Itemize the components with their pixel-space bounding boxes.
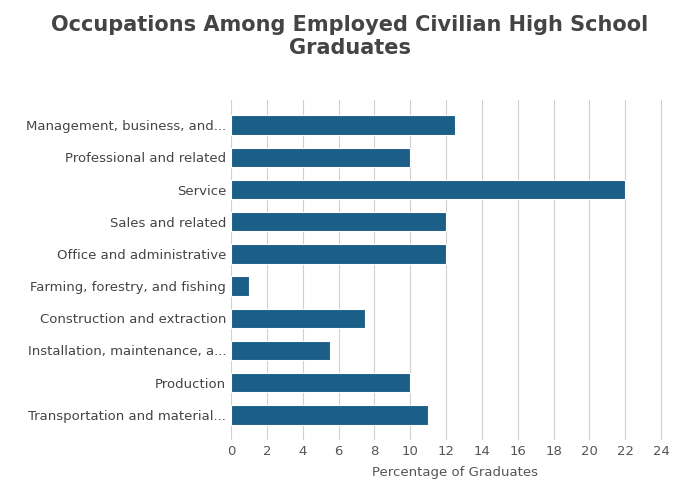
Bar xyxy=(231,212,446,232)
Bar xyxy=(231,373,410,392)
Bar xyxy=(231,341,330,360)
Bar xyxy=(231,116,455,135)
Bar xyxy=(231,180,625,199)
Bar xyxy=(231,244,446,264)
Bar xyxy=(231,308,365,328)
X-axis label: Percentage of Graduates: Percentage of Graduates xyxy=(372,466,538,479)
Text: Occupations Among Employed Civilian High School
Graduates: Occupations Among Employed Civilian High… xyxy=(51,15,649,58)
Bar xyxy=(231,148,410,167)
Bar xyxy=(231,405,428,424)
Bar xyxy=(231,276,249,296)
